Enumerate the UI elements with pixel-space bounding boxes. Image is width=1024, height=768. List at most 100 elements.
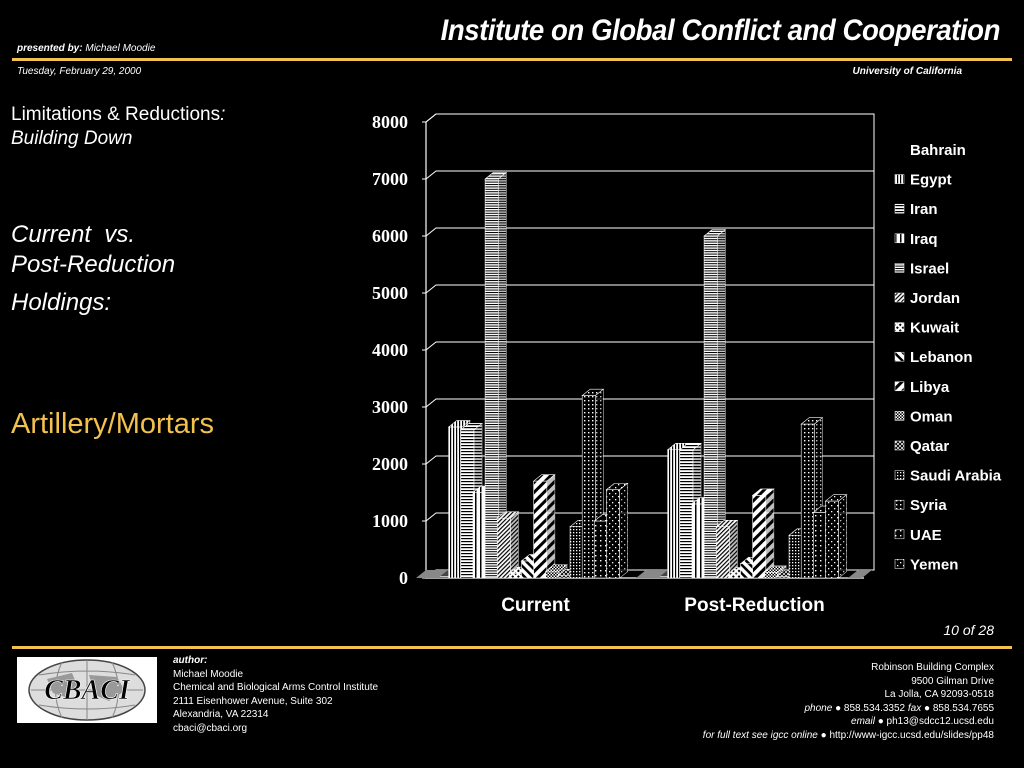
legend-swatch-libya: [894, 381, 905, 392]
legend-swatch-jordan: [894, 292, 905, 303]
caption-line-3: Holdings:: [11, 289, 112, 316]
bar-front: [764, 571, 779, 579]
floor-slab: [416, 570, 448, 578]
floor-slab: [848, 570, 872, 578]
legend-label-iran: Iran: [910, 201, 938, 218]
legend-swatch-uae: [894, 529, 905, 540]
gridline: [425, 341, 874, 351]
comparison-caption: Current vs. Post-Reduction Holdings:: [11, 218, 175, 320]
topic-label: Artillery/Mortars: [11, 408, 215, 440]
contact-email[interactable]: ph13@sdcc12.ucsd.edu: [886, 716, 994, 727]
bullet-icon: ●: [877, 716, 884, 727]
bar-front: [679, 449, 694, 579]
bar-front: [496, 517, 511, 579]
legend-swatch-israel: [894, 263, 905, 273]
bar-front: [606, 489, 620, 579]
legend-swatch-egypt: [894, 174, 905, 184]
bar-yemen-post-reduction: [824, 494, 848, 579]
gridline: [425, 398, 874, 408]
legend-swatch-yemen: [894, 559, 905, 569]
bar-front: [545, 570, 560, 579]
slide-heading: Limitations & Reductions: Building Down: [11, 103, 225, 151]
gridline: [425, 227, 874, 237]
page-number: 10 of 28: [943, 622, 994, 638]
bar-front: [691, 503, 706, 579]
legend-label-saudi-arabia: Saudi Arabia: [910, 468, 1002, 485]
bar-front: [448, 426, 463, 579]
address-street: 9500 Gilman Drive: [911, 675, 994, 687]
bar-israel-current: [484, 171, 508, 579]
legend-label-israel: Israel: [910, 260, 949, 277]
y-tick-label: 7000: [372, 169, 408, 189]
legend-swatch-iran: [894, 203, 905, 214]
bullet-icon: ●: [924, 702, 931, 714]
legend-label-oman: Oman: [910, 408, 953, 425]
y-tick-label: 8000: [372, 112, 408, 132]
y-tick-label: 1000: [372, 511, 408, 531]
legend-swatch-oman: [894, 411, 905, 421]
legend-swatch-lebanon: [894, 351, 905, 362]
author-name: Michael Moodie: [173, 668, 244, 680]
bar-side: [838, 494, 847, 579]
bar-front: [728, 573, 742, 579]
y-tick-label: 2000: [372, 454, 408, 474]
legend-swatch-qatar: [894, 440, 905, 451]
legend-label-syria: Syria: [910, 497, 947, 514]
bar-front: [484, 178, 499, 579]
gridline: [425, 455, 874, 465]
legend-label-yemen: Yemen: [910, 556, 958, 573]
email-line: email ● ph13@sdcc12.ucsd.edu: [703, 715, 994, 729]
page-title: Institute on Global Conflict and Coopera…: [440, 14, 1001, 47]
presentation-date: Tuesday, February 29, 2000: [17, 66, 142, 77]
bar-front: [509, 573, 523, 579]
bar-libya-post-reduction: [751, 488, 775, 579]
bar-front: [788, 534, 803, 579]
bar-jordan-current: [496, 511, 520, 579]
bar-jordan-post-reduction: [715, 519, 739, 579]
author-label: author:: [173, 655, 208, 666]
cbaci-logo: CBACI: [17, 657, 157, 723]
presenter-name: Michael Moodie: [85, 43, 156, 54]
fulltext-link[interactable]: http://www-igcc.ucsd.edu/slides/pp48: [829, 729, 994, 741]
y-tick-label: 6000: [372, 226, 408, 246]
presented-by-label: presented by:: [17, 43, 83, 54]
phone-label: phone: [804, 702, 833, 714]
heading-colon: :: [220, 104, 226, 125]
floor-slab: [636, 570, 668, 578]
caption-line-1: Current vs.: [11, 221, 136, 248]
bar-yemen-current: [605, 482, 629, 579]
bar-front: [667, 449, 682, 579]
bar-side: [546, 474, 556, 579]
x-axis-labels: Current Post-Reduction: [501, 595, 825, 616]
legend-label-kuwait: Kuwait: [910, 320, 959, 337]
bar-side: [619, 482, 628, 579]
author-email[interactable]: cbaci@cbaci.org: [173, 722, 248, 734]
legend-swatch-iraq: [894, 233, 905, 244]
bar-front: [557, 575, 572, 579]
legend-swatch-syria: [894, 499, 905, 510]
author-block: author: Michael Moodie Chemical and Biol…: [173, 654, 378, 735]
fulltext-line: for full text see igcc online ● http://w…: [703, 729, 994, 743]
bar-front: [715, 526, 730, 579]
legend-label-jordan: Jordan: [910, 290, 960, 307]
legend-label-uae: UAE: [910, 527, 942, 544]
bar-front: [825, 500, 839, 579]
bar-front: [740, 563, 755, 579]
y-tick-label: 5000: [372, 283, 408, 303]
bullet-icon: ●: [820, 729, 827, 741]
bar-chart: 0 1000 2000 3000 4000 5000 6000 7000 8000 Curren…: [372, 112, 1002, 616]
logo-lettering: CBACI: [44, 675, 131, 706]
y-tick-label: 0: [399, 568, 408, 588]
bar-front: [581, 395, 596, 579]
author-street: 2111 Eisenhower Avenue, Suite 302: [173, 695, 333, 707]
bar-libya-current: [532, 474, 556, 579]
heading-line-1: Limitations & Reductions: [11, 104, 221, 125]
presenter-line: presented by: Michael Moodie: [17, 43, 155, 54]
footer-divider: [12, 646, 1012, 649]
bar-front: [813, 512, 827, 579]
bar-front: [472, 492, 487, 579]
fulltext-label: for full text see igcc online: [702, 729, 818, 741]
x-label-post-reduction: Post-Reduction: [684, 595, 824, 616]
bar-side: [765, 488, 775, 579]
phone-fax-line: phone ● 858.534.3352 fax ● 858.534.7655: [703, 702, 995, 716]
